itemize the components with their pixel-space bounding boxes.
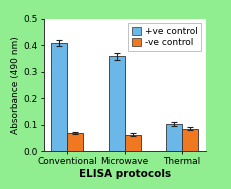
Bar [67,133,83,151]
Bar [182,129,198,151]
X-axis label: ELISA protocols: ELISA protocols [79,169,171,179]
Bar [166,124,182,151]
Bar [51,43,67,151]
Bar [109,57,125,151]
Legend: +ve control, -ve control: +ve control, -ve control [128,23,201,51]
Bar [125,135,141,151]
Y-axis label: Absorbance (490 nm): Absorbance (490 nm) [12,36,21,134]
